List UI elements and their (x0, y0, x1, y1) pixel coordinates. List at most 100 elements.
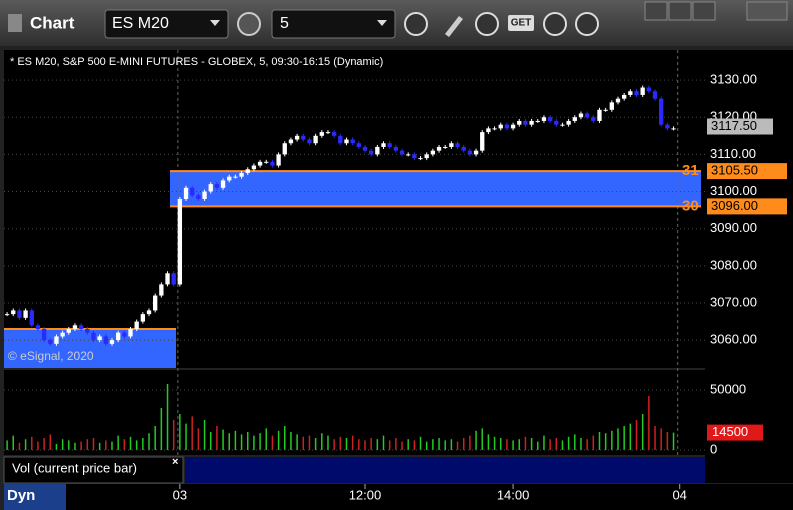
candle (146, 310, 152, 315)
y-tick-label: 3060.00 (710, 332, 757, 347)
candle (436, 146, 442, 151)
level-box (707, 163, 787, 180)
candle (566, 120, 571, 125)
candle (399, 150, 405, 155)
candle (177, 198, 183, 285)
candle (671, 128, 676, 130)
candle (572, 117, 577, 121)
candle (473, 150, 479, 155)
candle (325, 132, 331, 134)
candle (282, 143, 287, 155)
candle (214, 184, 220, 188)
candle (498, 124, 503, 129)
candle (196, 195, 201, 199)
candle (220, 180, 226, 188)
candle (584, 113, 590, 118)
x-tick-label: 04 (672, 487, 686, 502)
candle (140, 314, 146, 322)
candle (134, 321, 139, 329)
candle (23, 310, 28, 318)
min-button[interactable] (644, 1, 668, 21)
candle (11, 310, 16, 315)
last-price-label: 3117.50 (711, 118, 757, 133)
volume-tick-label: 50000 (710, 381, 746, 396)
candle (48, 340, 53, 344)
candle (233, 176, 238, 178)
last-price-box (707, 118, 773, 135)
alert-icon[interactable] (575, 12, 599, 36)
symbol-box[interactable] (104, 9, 229, 39)
watermark: © eSignal, 2020 (8, 349, 94, 363)
footer-box (4, 484, 66, 510)
restore-button[interactable] (668, 1, 692, 21)
candle (443, 146, 448, 148)
candle (85, 328, 90, 333)
candle (622, 94, 627, 99)
volume-legend-box (3, 456, 184, 484)
dropdown-arrow (377, 20, 387, 26)
candle (615, 98, 621, 103)
candle (183, 187, 189, 199)
close-x[interactable]: × (172, 456, 178, 468)
candle (115, 332, 121, 341)
candle (369, 150, 374, 155)
candle (128, 328, 133, 337)
zone (4, 328, 176, 368)
close-button[interactable] (746, 1, 788, 21)
get-button[interactable] (508, 15, 534, 31)
candle (294, 135, 300, 140)
y-tick-label: 3100.00 (710, 183, 757, 198)
y-tick-label: 3070.00 (710, 294, 757, 309)
time-axis (4, 484, 793, 510)
clock-icon[interactable] (404, 12, 428, 36)
draw-icon[interactable] (445, 16, 463, 37)
candle (424, 154, 429, 159)
candle (301, 135, 306, 140)
y-tick-label: 3090.00 (710, 220, 757, 235)
candle (381, 143, 386, 147)
candle (153, 295, 158, 311)
candle (449, 143, 454, 147)
candle (239, 172, 244, 177)
candle (245, 169, 250, 173)
candle (264, 161, 269, 163)
candle (418, 158, 423, 160)
chart-title: * ES M20, S&P 500 E-MINI FUTURES - GLOBE… (10, 56, 383, 68)
candle (208, 184, 213, 192)
volume-last-box (707, 424, 763, 441)
study-icon[interactable] (475, 12, 499, 36)
candle (510, 124, 516, 129)
get-label: GET (511, 18, 532, 29)
candle (603, 109, 608, 111)
candle (412, 154, 417, 159)
interval-box[interactable] (271, 9, 396, 39)
max-button[interactable] (692, 1, 716, 21)
candle (35, 325, 41, 329)
candle (455, 143, 460, 147)
candle (591, 117, 596, 121)
candle (356, 143, 361, 147)
candle (109, 340, 115, 344)
volume-title: Vol (current price bar) (12, 460, 137, 475)
candle (560, 124, 565, 126)
settings-icon[interactable] (237, 12, 261, 36)
candle (97, 336, 102, 341)
play-icon[interactable] (543, 12, 567, 36)
candle (541, 117, 547, 121)
candle (406, 154, 411, 156)
volume-pane (4, 370, 705, 455)
dropdown-arrow (210, 20, 220, 26)
candle (492, 128, 497, 130)
candle (665, 124, 670, 129)
candle (4, 314, 10, 316)
price-pane (4, 50, 705, 368)
candle (375, 146, 380, 155)
window-title: Chart (30, 13, 75, 32)
candle (190, 187, 195, 196)
y-tick-label: 3130.00 (710, 72, 757, 87)
candle (270, 161, 275, 166)
candle (344, 139, 349, 144)
candle (659, 98, 664, 125)
x-tick-label: 14:00 (497, 487, 530, 502)
